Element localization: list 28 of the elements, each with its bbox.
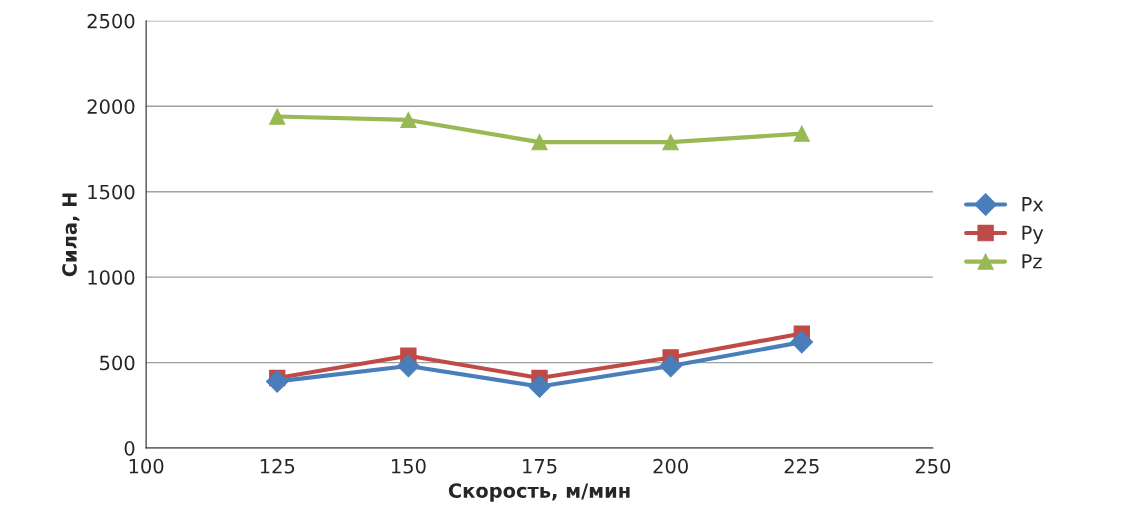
point [528,375,551,398]
point [793,125,810,142]
y-tick-label: 1000 [88,270,135,285]
legend-label: Py [1022,225,1044,244]
point [269,108,286,125]
point [531,134,548,151]
point [662,134,679,151]
x-tick-label: 150 [391,458,426,474]
point [400,111,417,129]
x-axis-title: Скорость, м/мин [448,483,630,502]
y-tick-label: 1500 [88,184,135,200]
y-axis-title: Сила, Н [62,193,80,277]
legend-label: Pz [1022,254,1042,269]
point [659,354,682,378]
x-tick-label: 125 [260,458,295,474]
x-tick-label: 100 [129,458,164,474]
x-tick-label: 225 [784,458,819,474]
x-tick-label: 200 [653,458,688,474]
legend-label: Px [1022,197,1044,212]
y-tick-label: 2000 [87,99,135,114]
point [265,370,289,393]
x-tick-label: 250 [915,458,951,474]
point [397,354,420,378]
y-tick-label: 0 [124,441,135,456]
y-tick-label: 500 [100,355,135,371]
x-tick-label: 175 [523,459,557,474]
y-tick-label: 2500 [87,13,135,29]
point [790,330,814,354]
